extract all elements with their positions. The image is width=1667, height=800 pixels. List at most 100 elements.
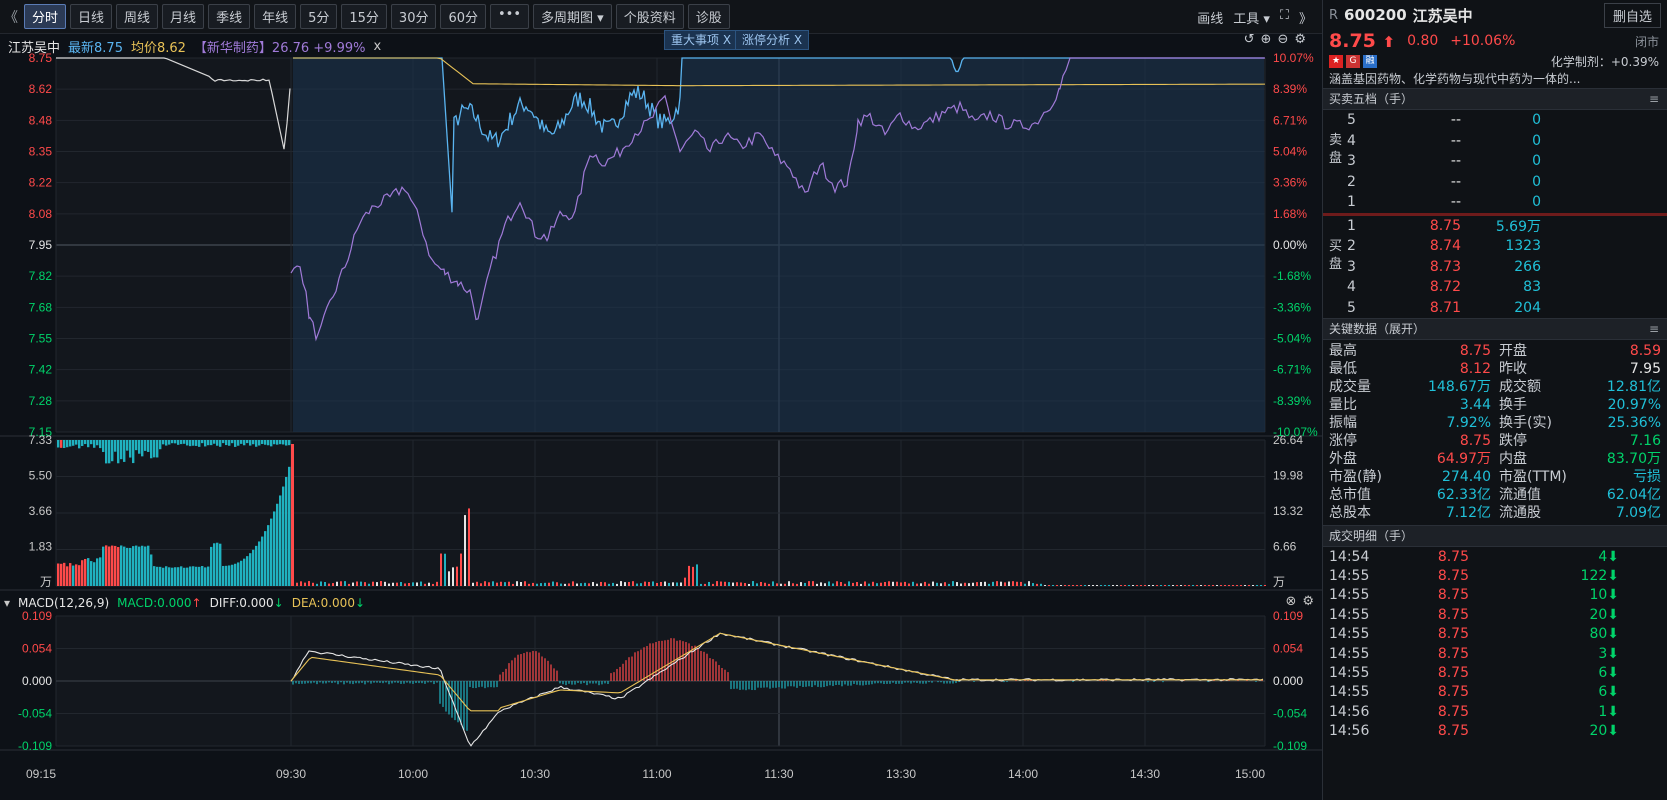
key-data-value: 83.70万	[1606, 451, 1661, 467]
buys-level-row[interactable]: 2 8.74 1323	[1323, 236, 1667, 257]
sells-level-row[interactable]: 1 -- 0	[1323, 192, 1667, 213]
sells-level-row[interactable]: 4 -- 0	[1323, 131, 1667, 152]
remove-watchlist-button[interactable]: 删自选	[1603, 2, 1661, 28]
trade-time: 14:56	[1329, 723, 1370, 740]
overlay-close-icon[interactable]: x	[373, 38, 382, 54]
fullscreen-icon[interactable]: ⛶	[1279, 8, 1289, 23]
axis-tick-label: -3.36%	[1273, 300, 1311, 314]
down-arrow-icon: ⬇	[1607, 606, 1619, 623]
stock-name-label: 江苏吴中	[8, 40, 61, 56]
axis-tick-label: 7.82	[29, 269, 53, 283]
period-tab[interactable]: 分时	[24, 4, 67, 29]
stock-name: 江苏吴中	[1412, 6, 1473, 25]
forward-arrow-icon[interactable]: 》	[1298, 12, 1312, 27]
axis-tick-label: 8.48	[29, 113, 53, 127]
trade-row: 14:55 8.75 20⬇	[1323, 605, 1667, 624]
level-volume: 1323	[1505, 238, 1541, 255]
macd-collapse-icon[interactable]: ▾	[4, 596, 11, 610]
trade-volume: 3⬇	[1598, 645, 1619, 662]
up-arrow-icon: ↑	[191, 596, 202, 610]
trade-volume: 6⬇	[1598, 665, 1619, 682]
level-volume: 266	[1514, 258, 1541, 275]
chart-controls: ↺ ⊕ ⊖ ⚙	[1244, 32, 1306, 47]
axis-tick-label: 8.35	[29, 145, 53, 159]
key-data-label: 换手	[1499, 397, 1527, 413]
sells-level-row[interactable]: 3 -- 0	[1323, 151, 1667, 172]
key-data-value: 25.36%	[1607, 415, 1661, 431]
key-data-value: 8.12	[1459, 361, 1491, 377]
level-num: 3	[1347, 258, 1356, 275]
axis-tick-label: 7.28	[29, 394, 53, 408]
sells-level-row[interactable]: 2 -- 0	[1323, 172, 1667, 193]
period-tab[interactable]: 5分	[300, 4, 338, 29]
sector-change[interactable]: 化学制剂：+0.39%	[1550, 54, 1659, 69]
down-arrow-icon: ⬇	[1607, 684, 1619, 701]
key-data-label: 成交额	[1499, 379, 1541, 395]
china-flag-icon: ★	[1329, 54, 1343, 68]
price-change: 0.80	[1407, 33, 1439, 49]
axis-tick-label: 8.22	[29, 176, 53, 190]
zoom-in-icon[interactable]: ⊕	[1260, 32, 1272, 47]
level-num: 4	[1347, 279, 1356, 296]
axis-tick-label: -0.054	[18, 707, 52, 721]
period-tab[interactable]: 多周期图 ▾	[533, 4, 612, 29]
time-tick-label: 10:00	[398, 767, 428, 781]
draw-line-button[interactable]: 画线	[1197, 12, 1224, 27]
tools-menu[interactable]: 工具 ▾	[1233, 12, 1270, 27]
menu-icon[interactable]: ≡	[1648, 92, 1659, 106]
key-data-value: 8.75	[1459, 343, 1491, 359]
price-row: 8.75 ⬆ 0.80 +10.06% 闭市	[1323, 30, 1667, 52]
period-tab[interactable]: 个股资料	[615, 4, 684, 29]
axis-tick-label: 1.83	[29, 540, 53, 554]
trades-title-text: 成交明细（手）	[1329, 529, 1414, 543]
level-price: 8.75	[1429, 217, 1461, 234]
period-tab[interactable]: 日线	[70, 4, 113, 29]
key-data-label: 振幅	[1329, 415, 1357, 431]
key-data-label: 涨停	[1329, 433, 1357, 449]
time-tick-label: 10:30	[520, 767, 550, 781]
settings-icon[interactable]: ⚙	[1302, 594, 1314, 609]
buys-level-row[interactable]: 3 8.73 266	[1323, 257, 1667, 278]
key-data-value: 62.33亿	[1436, 487, 1491, 503]
keydata-title[interactable]: 关键数据（展开） ≡	[1323, 318, 1667, 340]
trade-price: 8.75	[1437, 684, 1469, 701]
toolbar-right: 画线 工具 ▾ ⛶ 》	[1197, 8, 1312, 27]
period-tab[interactable]: 诊股	[687, 4, 730, 29]
zoom-out-icon[interactable]: ⊖	[1277, 32, 1289, 47]
trade-time: 14:55	[1329, 568, 1370, 585]
level-price: --	[1450, 112, 1461, 129]
period-tab[interactable]: 60分	[440, 4, 487, 29]
axis-tick-label: 1.68%	[1273, 207, 1307, 221]
level-price: --	[1450, 194, 1461, 211]
time-tick-label: 11:00	[642, 767, 671, 781]
settings-icon[interactable]: ⚙	[1294, 32, 1306, 47]
level-price: --	[1450, 132, 1461, 149]
buys-level-row[interactable]: 1 8.75 5.69万	[1323, 216, 1667, 237]
major-events-tag[interactable]: 重大事项 X	[664, 30, 739, 50]
price-change-pct: +10.06%	[1450, 33, 1516, 49]
limit-up-analysis-tag[interactable]: 涨停分析 X	[735, 30, 810, 50]
period-tab[interactable]: 周线	[116, 4, 159, 29]
menu-icon[interactable]: ≡	[1648, 322, 1659, 336]
close-icon[interactable]: ⊗	[1285, 594, 1297, 609]
period-tab[interactable]: 月线	[162, 4, 205, 29]
down-arrow-icon: ⬇	[1607, 665, 1619, 682]
period-tab[interactable]: •••	[490, 4, 530, 29]
axis-tick-label: -8.39%	[1273, 394, 1311, 408]
period-tab[interactable]: 季线	[208, 4, 251, 29]
key-data-item: 内盘 83.70万	[1499, 450, 1661, 468]
back-arrow-icon[interactable]: 《	[4, 9, 18, 26]
key-data-item: 换手 20.97%	[1499, 396, 1661, 414]
reset-icon[interactable]: ↺	[1243, 32, 1255, 47]
axis-tick-label: 10.07%	[1273, 51, 1314, 65]
period-tab[interactable]: 年线	[254, 4, 297, 29]
period-tab[interactable]: 15分	[341, 4, 387, 29]
trade-price: 8.75	[1437, 626, 1469, 643]
period-tab[interactable]: 30分	[390, 4, 437, 29]
buys-level-row[interactable]: 4 8.72 83	[1323, 277, 1667, 298]
sells-level-row[interactable]: 5 -- 0	[1323, 110, 1667, 131]
axis-tick-label: 万	[1273, 575, 1285, 589]
buys-level-row[interactable]: 5 8.71 204	[1323, 298, 1667, 319]
trade-row: 14:56 8.75 1⬇	[1323, 702, 1667, 721]
axis-tick-label: 8.62	[29, 82, 53, 96]
